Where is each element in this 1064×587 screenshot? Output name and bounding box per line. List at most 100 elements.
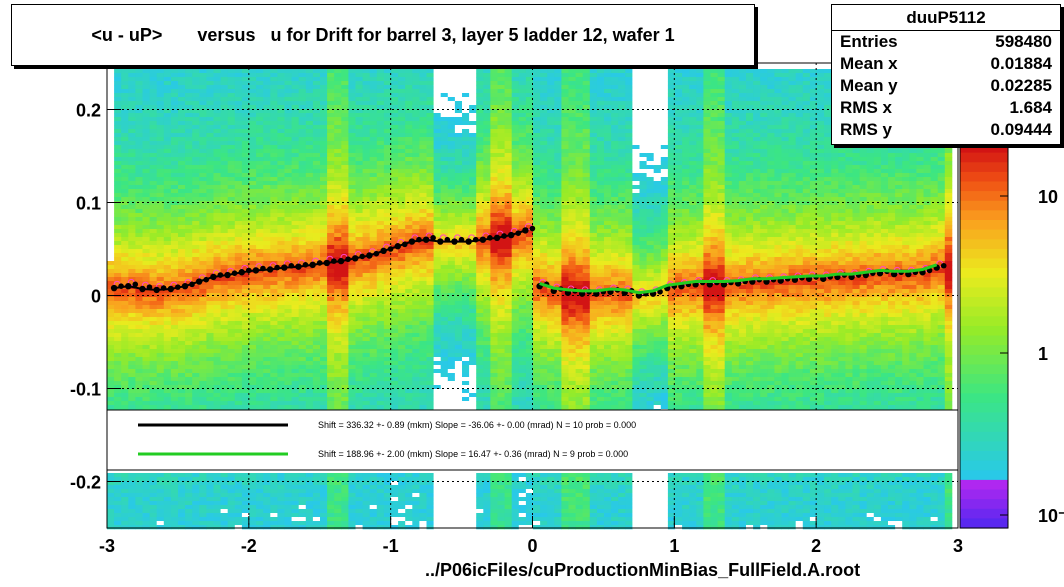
heatmap-cell	[234, 361, 243, 366]
heatmap-cell	[206, 229, 214, 234]
heatmap-cell	[270, 301, 278, 306]
heatmap-cell	[440, 193, 449, 198]
heatmap-cell	[305, 233, 314, 238]
heatmap-cell	[163, 309, 172, 314]
heatmap-cell	[305, 205, 314, 210]
heatmap-cell	[376, 289, 385, 294]
heatmap-cell	[398, 125, 406, 130]
heatmap-cell	[391, 129, 399, 134]
heatmap-cell	[192, 485, 200, 490]
heatmap-cell	[163, 349, 172, 354]
heatmap-cell	[398, 365, 406, 370]
heatmap-cell	[220, 121, 229, 126]
heatmap-cell	[405, 473, 413, 478]
heatmap-cell	[355, 313, 363, 318]
heatmap-cell	[391, 221, 399, 226]
heatmap-cell	[348, 373, 356, 378]
heatmap-cell	[107, 117, 115, 122]
heatmap-cell	[128, 345, 136, 350]
heatmap-cell	[298, 329, 307, 334]
heatmap-cell	[192, 393, 200, 398]
heatmap-cell	[426, 357, 434, 362]
heatmap-cell	[341, 301, 349, 306]
heatmap-cell	[341, 129, 349, 134]
heatmap-cell	[256, 369, 264, 374]
heatmap-cell	[234, 205, 243, 210]
heatmap-cell	[419, 309, 427, 314]
heatmap-cell	[213, 81, 221, 86]
heatmap-cell	[320, 393, 328, 398]
heatmap-cell	[284, 197, 292, 202]
heatmap-cell	[362, 161, 371, 166]
heatmap-cell	[249, 385, 257, 390]
heatmap-cell	[348, 265, 356, 270]
heatmap-cell	[185, 205, 193, 210]
heatmap-cell	[241, 313, 250, 318]
heatmap-cell	[362, 97, 371, 102]
heatmap-cell	[369, 405, 378, 410]
heatmap-cell	[334, 85, 342, 90]
heatmap-cell	[277, 497, 285, 502]
heatmap-cell	[398, 105, 406, 110]
heatmap-cell	[447, 113, 456, 118]
heatmap-cell	[121, 129, 129, 134]
heatmap-cell	[284, 477, 292, 482]
heatmap-cell	[199, 269, 207, 274]
heatmap-cell	[298, 509, 307, 514]
heatmap-cell	[383, 333, 392, 338]
heatmap-cell	[412, 225, 420, 230]
heatmap-cell	[234, 277, 243, 282]
heatmap-cell	[128, 233, 136, 238]
heatmap-cell	[341, 241, 349, 246]
heatmap-cell	[298, 269, 307, 274]
heatmap-cell	[121, 121, 129, 126]
heatmap-cell	[312, 277, 321, 282]
heatmap-cell	[298, 89, 307, 94]
heatmap-cell	[334, 161, 342, 166]
heatmap-cell	[454, 81, 463, 86]
heatmap-cell	[426, 265, 434, 270]
heatmap-cell	[334, 73, 342, 78]
heatmap-cell	[341, 233, 349, 238]
heatmap-cell	[163, 253, 172, 258]
heatmap-cell	[142, 73, 150, 78]
heatmap-cell	[220, 293, 229, 298]
heatmap-cell	[447, 189, 456, 194]
heatmap-cell	[128, 77, 136, 82]
heatmap-cell	[227, 277, 236, 282]
heatmap-cell	[383, 165, 392, 170]
heatmap-cell	[185, 517, 193, 522]
heatmap-cell	[334, 105, 342, 110]
heatmap-cell	[419, 109, 427, 114]
heatmap-cell	[405, 85, 413, 90]
heatmap-cell	[398, 341, 406, 346]
heatmap-cell	[234, 121, 243, 126]
heatmap-cell	[284, 357, 292, 362]
heatmap-cell	[156, 197, 165, 202]
heatmap-cell	[419, 501, 427, 506]
heatmap-cell	[199, 81, 207, 86]
heatmap-cell	[270, 397, 278, 402]
heatmap-cell	[170, 313, 179, 318]
heatmap-cell	[291, 229, 300, 234]
heatmap-cell	[440, 217, 449, 222]
heatmap-cell	[341, 509, 349, 514]
heatmap-cell	[362, 525, 371, 530]
heatmap-cell	[355, 109, 363, 114]
heatmap-cell	[213, 69, 221, 74]
heatmap-cell	[426, 505, 434, 510]
heatmap-cell	[128, 385, 136, 390]
heatmap-cell	[185, 309, 193, 314]
heatmap-cell	[405, 305, 413, 310]
heatmap-cell	[447, 117, 456, 122]
heatmap-cell	[454, 289, 463, 294]
heatmap-cell	[376, 305, 385, 310]
heatmap-cell	[121, 193, 129, 198]
heatmap-cell	[305, 309, 314, 314]
heatmap-cell	[156, 133, 165, 138]
heatmap-cell	[149, 189, 158, 194]
heatmap-cell	[298, 397, 307, 402]
heatmap-cell	[327, 237, 335, 242]
heatmap-cell	[369, 81, 378, 86]
heatmap-cell	[263, 509, 271, 514]
